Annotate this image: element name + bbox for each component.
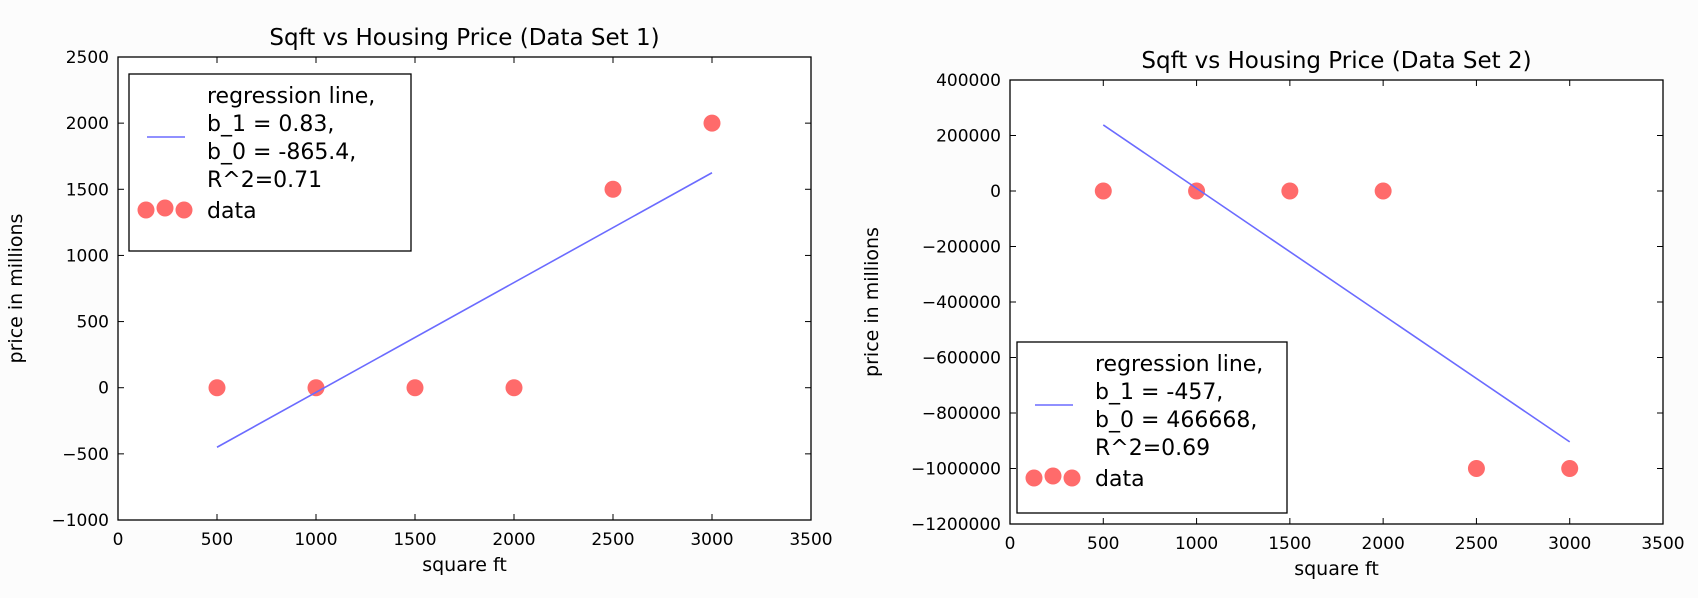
x-tick-label: 3500 — [789, 530, 832, 550]
x-tick-label: 0 — [1005, 534, 1016, 554]
data-point — [1467, 460, 1485, 477]
legend-dot-swatch — [1044, 467, 1062, 485]
y-tick-label: 0 — [98, 379, 109, 399]
legend-line-label: b_0 = 466668, — [1095, 408, 1257, 433]
data-point — [1561, 460, 1579, 477]
legend-box — [1016, 341, 1288, 514]
x-tick-label: 2500 — [591, 530, 634, 550]
x-tick-label: 3000 — [1548, 534, 1591, 554]
y-tick-label: −600000 — [922, 349, 1001, 369]
legend-dot-swatch — [175, 201, 193, 219]
chart-2: Sqft vs Housing Price (Data Set 2) 0 500 10… — [861, 48, 1685, 580]
legend-line-label: regression line, — [207, 84, 375, 109]
x-axis-label: square ft — [422, 554, 507, 576]
legend-line-label: R^2=0.69 — [1095, 436, 1210, 461]
data-point — [307, 379, 325, 397]
regression-line — [216, 172, 713, 448]
data-point — [1374, 182, 1392, 200]
x-axis-label: square ft — [1294, 558, 1379, 580]
y-tick-label: 400000 — [936, 71, 1001, 91]
y-tick-label: −1000000 — [911, 460, 1001, 480]
y-tick-label: 1000 — [66, 246, 109, 266]
x-tick-label: 3000 — [690, 530, 733, 550]
legend-data-label: data — [1095, 467, 1145, 492]
y-tick-label: −400000 — [922, 293, 1001, 313]
legend: regression line, b_1 = 0.83, b_0 = -865.4,… — [128, 73, 412, 252]
y-tick-label: −1000 — [51, 511, 109, 531]
legend-line-label: b_1 = -457, — [1095, 380, 1223, 405]
data-point — [604, 180, 622, 198]
x-tick-label: 3500 — [1641, 534, 1684, 554]
y-axis-label: price in millions — [5, 214, 27, 364]
x-tick-label: 0 — [113, 530, 124, 550]
x-tick-label: 2000 — [1362, 534, 1405, 554]
legend-line-label: R^2=0.71 — [207, 168, 322, 193]
y-tick-label: −500 — [62, 445, 109, 465]
legend-data-label: data — [207, 199, 257, 224]
legend-line-label: regression line, — [1095, 352, 1263, 377]
x-tick-label: 500 — [201, 530, 233, 550]
y-tick-label: −200000 — [922, 238, 1001, 258]
chart-title: Sqft vs Housing Price (Data Set 2) — [1141, 48, 1531, 74]
legend: regression line, b_1 = -457, b_0 = 466668,… — [1016, 341, 1288, 514]
data-point — [1281, 182, 1299, 200]
data-point — [1188, 182, 1206, 200]
y-axis-label: price in millions — [861, 227, 883, 377]
x-tick-label: 1500 — [1268, 534, 1311, 554]
data-point — [406, 379, 424, 397]
legend-dot-swatch — [137, 201, 155, 219]
x-tick-label: 2000 — [492, 530, 535, 550]
y-tick-label: 0 — [990, 182, 1001, 202]
legend-dot-swatch — [1063, 469, 1081, 487]
legend-box — [128, 73, 412, 252]
legend-line-label: b_0 = -865.4, — [207, 140, 356, 165]
y-tick-label: 2500 — [66, 48, 109, 68]
y-tick-label: 500 — [77, 313, 109, 333]
data-point — [1094, 182, 1112, 200]
data-point — [703, 114, 721, 132]
x-tick-label: 1000 — [1175, 534, 1218, 554]
y-tick-label: −1200000 — [911, 515, 1001, 535]
data-point — [505, 379, 523, 397]
y-tick-label: −800000 — [922, 404, 1001, 424]
regression-line — [1102, 124, 1571, 443]
x-tick-label: 1500 — [393, 530, 436, 550]
legend-dot-swatch — [1025, 469, 1043, 487]
x-tick-label: 500 — [1087, 534, 1119, 554]
legend-line-label: b_1 = 0.83, — [207, 112, 334, 137]
x-tick-label: 2500 — [1455, 534, 1498, 554]
y-tick-label: 200000 — [936, 127, 1001, 147]
x-tick-label: 1000 — [294, 530, 337, 550]
data-point — [208, 379, 226, 397]
y-tick-label: 2000 — [66, 114, 109, 134]
chart-title: Sqft vs Housing Price (Data Set 1) — [269, 25, 659, 51]
y-tick-label: 1500 — [66, 180, 109, 200]
chart-1: Sqft vs Housing Price (Data Set 1) 0 500 10… — [5, 25, 833, 576]
legend-dot-swatch — [156, 199, 174, 217]
